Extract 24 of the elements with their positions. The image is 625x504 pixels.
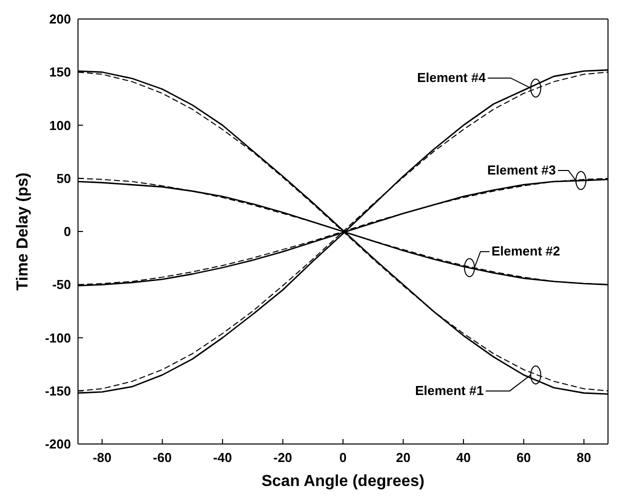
y-axis-title: Time Delay (ps) bbox=[14, 172, 32, 290]
annotation: Element #3 bbox=[487, 162, 556, 178]
annotation: Element #1 bbox=[415, 382, 484, 398]
x-tick-label: 60 bbox=[516, 450, 531, 466]
y-tick-label: 150 bbox=[49, 64, 71, 80]
y-tick-label: 100 bbox=[49, 118, 71, 133]
y-tick-label: -50 bbox=[52, 277, 71, 292]
x-tick-label: 0 bbox=[339, 450, 347, 466]
x-tick-label: -80 bbox=[92, 450, 112, 466]
y-tick-label: 200 bbox=[49, 12, 71, 27]
x-tick-label: -60 bbox=[152, 450, 172, 466]
y-tick-label: -100 bbox=[44, 330, 71, 346]
x-tick-label: -20 bbox=[273, 450, 292, 466]
x-tick-label: 80 bbox=[576, 450, 592, 466]
y-tick-label: 0 bbox=[64, 224, 71, 240]
y-tick-label: -150 bbox=[44, 383, 71, 398]
annotation: Element #4 bbox=[417, 70, 486, 86]
annotation: Element #2 bbox=[491, 244, 560, 259]
x-tick-label: 20 bbox=[396, 450, 410, 466]
y-tick-label: 50 bbox=[56, 170, 71, 186]
x-tick-label: -40 bbox=[213, 450, 232, 466]
x-axis-title: Scan Angle (degrees) bbox=[261, 473, 425, 490]
y-tick-label: -200 bbox=[44, 436, 71, 452]
x-tick-label: 40 bbox=[456, 450, 471, 466]
